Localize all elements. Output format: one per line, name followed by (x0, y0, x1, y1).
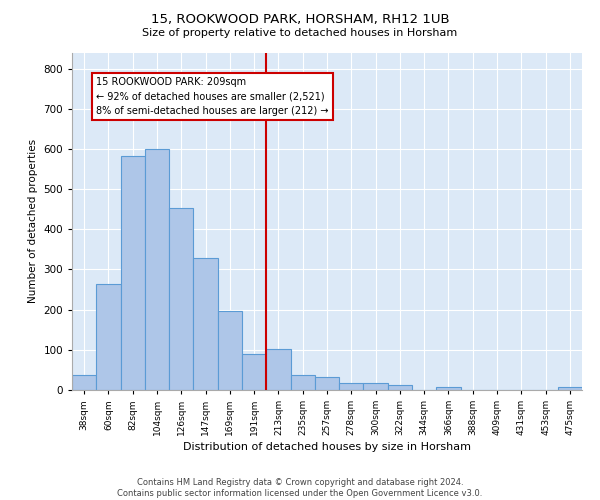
X-axis label: Distribution of detached houses by size in Horsham: Distribution of detached houses by size … (183, 442, 471, 452)
Text: 15 ROOKWOOD PARK: 209sqm
← 92% of detached houses are smaller (2,521)
8% of semi: 15 ROOKWOOD PARK: 209sqm ← 92% of detach… (96, 76, 329, 116)
Bar (558, 387, 582, 390)
Bar (388, 385, 412, 390)
Bar (96, 284, 121, 390)
Bar (436, 387, 461, 390)
Bar (145, 149, 169, 390)
Bar (193, 258, 218, 390)
Bar (72, 375, 96, 390)
Bar (339, 383, 364, 390)
Bar (121, 156, 145, 390)
Bar (169, 208, 193, 390)
Bar (315, 376, 339, 390)
Bar (218, 311, 242, 390)
Y-axis label: Number of detached properties: Number of detached properties (28, 139, 38, 304)
Text: 15, ROOKWOOD PARK, HORSHAM, RH12 1UB: 15, ROOKWOOD PARK, HORSHAM, RH12 1UB (151, 12, 449, 26)
Bar (266, 349, 290, 390)
Bar (290, 375, 315, 390)
Text: Size of property relative to detached houses in Horsham: Size of property relative to detached ho… (142, 28, 458, 38)
Bar (242, 354, 266, 390)
Text: Contains HM Land Registry data © Crown copyright and database right 2024.
Contai: Contains HM Land Registry data © Crown c… (118, 478, 482, 498)
Bar (364, 383, 388, 390)
